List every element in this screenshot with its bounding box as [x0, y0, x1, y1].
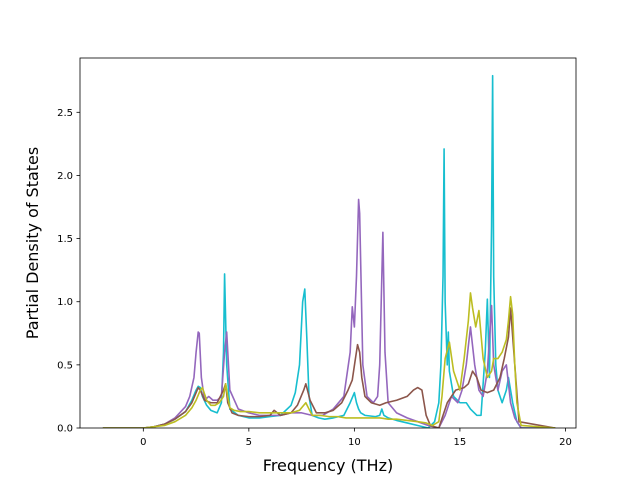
- y-tick-label: 1.5: [57, 234, 73, 245]
- y-tick-label: 2.0: [57, 171, 73, 182]
- series-line-3: [102, 307, 556, 428]
- x-tick-label: 15: [454, 437, 467, 448]
- series-line-4: [102, 292, 556, 428]
- y-tick-label: 1.0: [57, 297, 73, 308]
- y-axis-label: Partial Density of States: [23, 147, 42, 339]
- series-line-1: [102, 74, 556, 428]
- x-tick-label: 5: [246, 437, 252, 448]
- x-tick-label: 0: [140, 437, 146, 448]
- x-tick-label: 20: [559, 437, 572, 448]
- y-tick-label: 2.5: [57, 108, 73, 119]
- y-tick-label: 0.5: [57, 360, 73, 371]
- y-tick-label: 0.0: [57, 424, 73, 435]
- plot-frame: [79, 57, 577, 429]
- x-axis-label: Frequency (THz): [263, 456, 393, 475]
- x-tick-label: 10: [348, 437, 361, 448]
